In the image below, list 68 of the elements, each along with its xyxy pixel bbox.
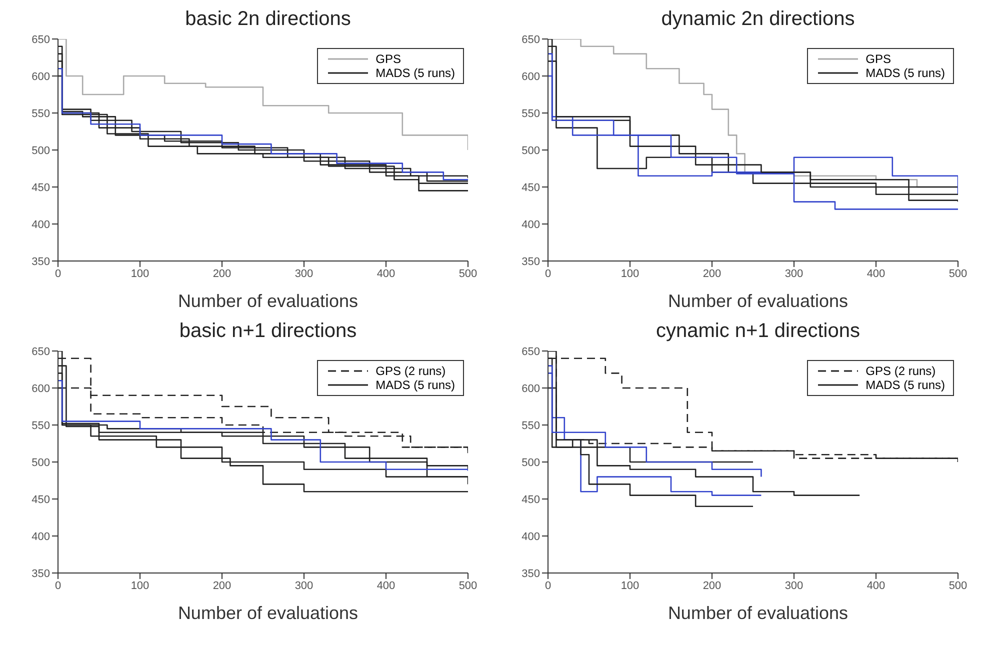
legend-label: MADS (5 runs) xyxy=(376,378,455,392)
y-tick-label: 450 xyxy=(32,182,50,194)
y-tick-label: 600 xyxy=(522,70,540,83)
y-tick-label: 400 xyxy=(32,530,50,543)
y-tick-label: 500 xyxy=(32,456,50,469)
y-tick-label: 650 xyxy=(522,346,540,358)
x-axis-title: Number of evaluations xyxy=(176,603,360,624)
x-tick-label: 300 xyxy=(784,268,804,280)
y-tick-label: 550 xyxy=(522,108,540,120)
x-tick-label: 200 xyxy=(212,580,232,592)
y-tick-label: 600 xyxy=(522,382,540,395)
chart-title: basic n+1 directions xyxy=(178,320,358,343)
x-tick-label: 400 xyxy=(376,580,396,592)
y-tick-label: 600 xyxy=(32,382,50,395)
y-tick-label: 400 xyxy=(522,218,540,231)
y-tick-label: 350 xyxy=(32,256,50,268)
y-tick-label: 650 xyxy=(522,34,540,46)
legend-label: MADS (5 runs) xyxy=(866,66,945,80)
legend-label: MADS (5 runs) xyxy=(376,66,455,80)
y-tick-label: 550 xyxy=(522,420,540,432)
y-tick-label: 500 xyxy=(32,144,50,157)
x-tick-label: 300 xyxy=(294,580,314,592)
y-tick-label: 650 xyxy=(32,34,50,46)
x-tick-label: 200 xyxy=(702,268,722,280)
x-tick-label: 200 xyxy=(702,580,722,592)
legend-label: GPS (2 runs) xyxy=(376,364,446,378)
legend-label: GPS xyxy=(866,52,891,66)
legend-label: GPS (2 runs) xyxy=(866,364,936,378)
y-tick-label: 550 xyxy=(32,420,50,432)
legend-label: GPS xyxy=(376,52,401,66)
x-tick-label: 400 xyxy=(866,268,886,280)
x-axis-title: Number of evaluations xyxy=(666,603,850,624)
x-tick-label: 100 xyxy=(620,580,640,592)
x-tick-label: 0 xyxy=(544,268,552,280)
x-tick-label: 300 xyxy=(784,580,804,592)
x-axis-title: Number of evaluations xyxy=(666,291,850,312)
chart-title: cynamic n+1 directions xyxy=(655,320,861,343)
y-tick-label: 650 xyxy=(32,346,50,358)
y-tick-label: 450 xyxy=(522,182,540,194)
y-tick-label: 500 xyxy=(522,456,540,469)
y-tick-label: 350 xyxy=(32,568,50,580)
chart-title: basic 2n directions xyxy=(184,8,352,31)
y-tick-label: 500 xyxy=(522,144,540,157)
x-tick-label: 500 xyxy=(458,580,478,592)
x-tick-label: 0 xyxy=(544,580,552,592)
x-tick-label: 300 xyxy=(294,268,314,280)
x-tick-label: 200 xyxy=(212,268,232,280)
x-tick-label: 100 xyxy=(130,580,150,592)
x-tick-label: 400 xyxy=(866,580,886,592)
y-tick-label: 550 xyxy=(32,108,50,120)
y-tick-label: 400 xyxy=(522,530,540,543)
x-tick-label: 0 xyxy=(54,580,62,592)
x-tick-label: 100 xyxy=(130,268,150,280)
y-tick-label: 600 xyxy=(32,70,50,83)
y-tick-label: 350 xyxy=(522,256,540,268)
x-tick-label: 0 xyxy=(54,268,62,280)
x-tick-label: 400 xyxy=(376,268,396,280)
x-tick-label: 100 xyxy=(620,268,640,280)
x-tick-label: 500 xyxy=(948,580,968,592)
x-tick-label: 500 xyxy=(458,268,478,280)
y-tick-label: 450 xyxy=(32,494,50,506)
y-tick-label: 450 xyxy=(522,494,540,506)
y-tick-label: 400 xyxy=(32,218,50,231)
x-axis-title: Number of evaluations xyxy=(176,291,360,312)
legend-label: MADS (5 runs) xyxy=(866,378,945,392)
chart-title: dynamic 2n directions xyxy=(660,8,856,31)
x-tick-label: 500 xyxy=(948,268,968,280)
y-tick-label: 350 xyxy=(522,568,540,580)
